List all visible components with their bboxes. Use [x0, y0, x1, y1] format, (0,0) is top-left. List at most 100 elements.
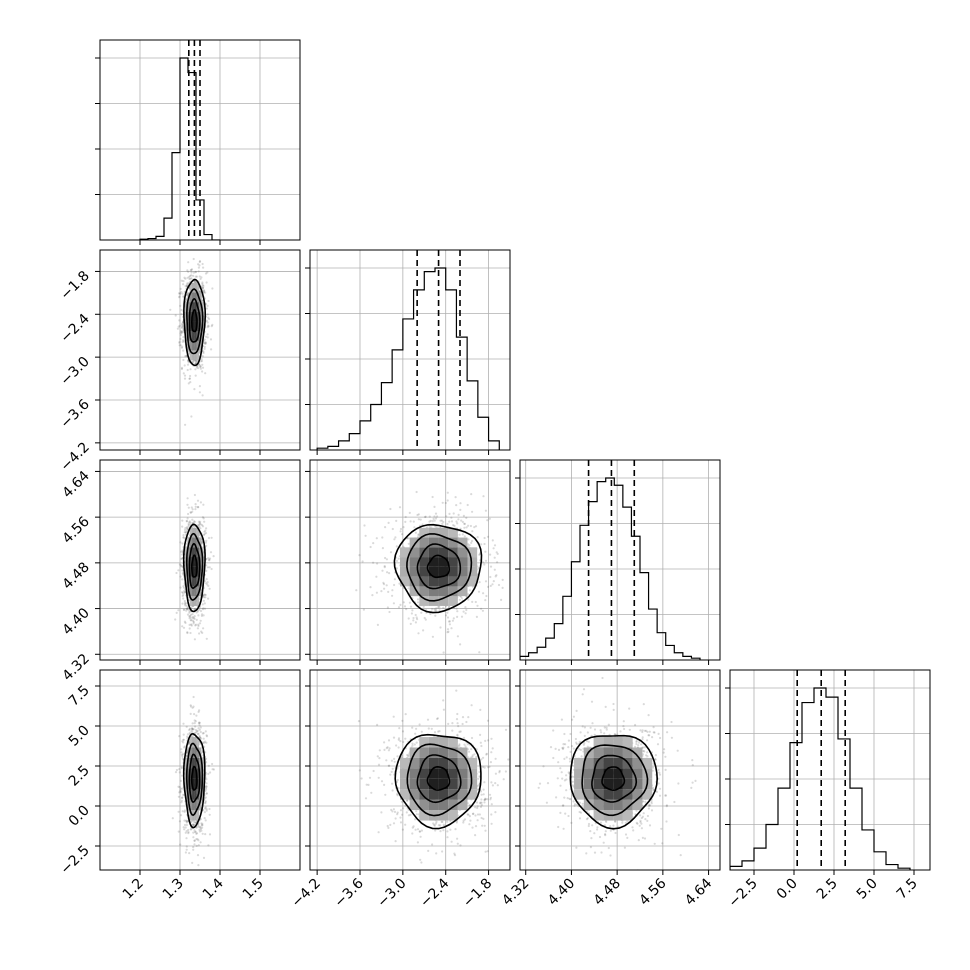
sample-point — [210, 536, 213, 539]
sample-point — [205, 527, 208, 530]
sample-point — [201, 284, 204, 287]
sample-point — [183, 810, 186, 814]
sample-point — [401, 533, 404, 536]
sample-point — [203, 338, 206, 341]
sample-point — [201, 370, 204, 373]
sample-point — [201, 525, 205, 528]
sample-point — [433, 731, 437, 734]
sample-point — [185, 355, 188, 358]
sample-point — [381, 569, 384, 572]
sample-point — [211, 768, 214, 771]
sample-point — [191, 510, 194, 513]
sample-point — [179, 344, 182, 347]
sample-point — [187, 359, 190, 363]
sample-point — [384, 556, 387, 560]
sample-point — [201, 822, 204, 826]
sample-point — [194, 508, 197, 511]
sample-point — [199, 825, 202, 829]
sample-point — [175, 571, 178, 575]
sample-point — [182, 597, 185, 600]
sample-point — [193, 520, 196, 524]
sample-point — [186, 735, 189, 738]
sample-point — [206, 313, 209, 316]
sample-point — [203, 741, 206, 744]
sample-point — [177, 810, 180, 813]
sample-point — [395, 519, 398, 523]
sample-point — [388, 572, 391, 575]
density-cell — [196, 292, 200, 303]
sample-point — [442, 651, 445, 654]
density-cell — [438, 527, 449, 538]
sample-point — [207, 597, 210, 600]
density-cells — [185, 527, 204, 606]
panel-frame — [309, 249, 511, 451]
sample-point — [189, 521, 192, 524]
sample-point — [186, 733, 190, 736]
density-cell — [187, 302, 190, 312]
sample-point — [202, 266, 205, 269]
sample-point — [424, 618, 427, 621]
sample-point — [187, 361, 190, 364]
sample-point — [414, 621, 417, 624]
sample-point — [407, 617, 410, 620]
sample-point — [180, 308, 183, 312]
sample-point — [178, 768, 181, 771]
density-cell — [189, 586, 193, 597]
sample-point — [200, 358, 203, 361]
sample-point — [186, 517, 189, 520]
sample-point — [389, 507, 392, 511]
density-cell — [199, 799, 202, 811]
sample-point — [198, 724, 201, 727]
sample-point — [375, 591, 378, 594]
density-cell — [428, 557, 439, 567]
sample-point — [182, 349, 185, 352]
density-cell — [448, 527, 458, 538]
sample-point — [483, 542, 486, 546]
sample-point — [446, 491, 449, 494]
sample-point — [444, 614, 448, 617]
sample-point — [467, 545, 470, 548]
sample-point — [205, 735, 209, 738]
density-cell — [409, 537, 420, 548]
sample-point — [200, 614, 203, 618]
density-cell — [192, 768, 195, 779]
sample-point — [203, 520, 206, 523]
density-cell — [199, 547, 202, 558]
sample-point — [183, 745, 186, 748]
sample-point — [194, 607, 197, 610]
sample-point — [199, 501, 202, 504]
sample-point — [186, 497, 189, 500]
y-tick-label: 2.5 — [66, 763, 93, 790]
sample-point — [397, 606, 401, 609]
sample-point — [177, 569, 180, 572]
sample-point — [190, 619, 193, 622]
y-tick-label: 4.48 — [59, 559, 92, 592]
sample-point — [197, 367, 200, 370]
sample-point — [453, 524, 456, 528]
sample-point — [480, 607, 483, 610]
sample-point — [416, 513, 419, 517]
sample-point — [191, 613, 194, 616]
density-cell — [192, 778, 195, 790]
sample-point — [197, 864, 200, 867]
sample-point — [201, 366, 205, 369]
sample-point — [179, 843, 182, 846]
density-cell — [194, 789, 197, 800]
sample-point — [462, 514, 465, 518]
sample-point — [189, 619, 192, 622]
sample-point — [203, 596, 206, 599]
sample-point — [181, 542, 184, 545]
sample-point — [182, 336, 185, 339]
sample-point — [434, 512, 438, 515]
sample-point — [185, 283, 188, 286]
sample-point — [196, 627, 199, 630]
sample-point — [202, 599, 205, 602]
sample-point — [198, 743, 201, 746]
sample-point — [193, 821, 196, 824]
density-cell — [457, 576, 468, 587]
sample-point — [403, 605, 407, 608]
sample-point — [183, 531, 186, 534]
sample-point — [201, 524, 204, 527]
sample-point — [201, 732, 204, 735]
sample-point — [470, 493, 473, 496]
